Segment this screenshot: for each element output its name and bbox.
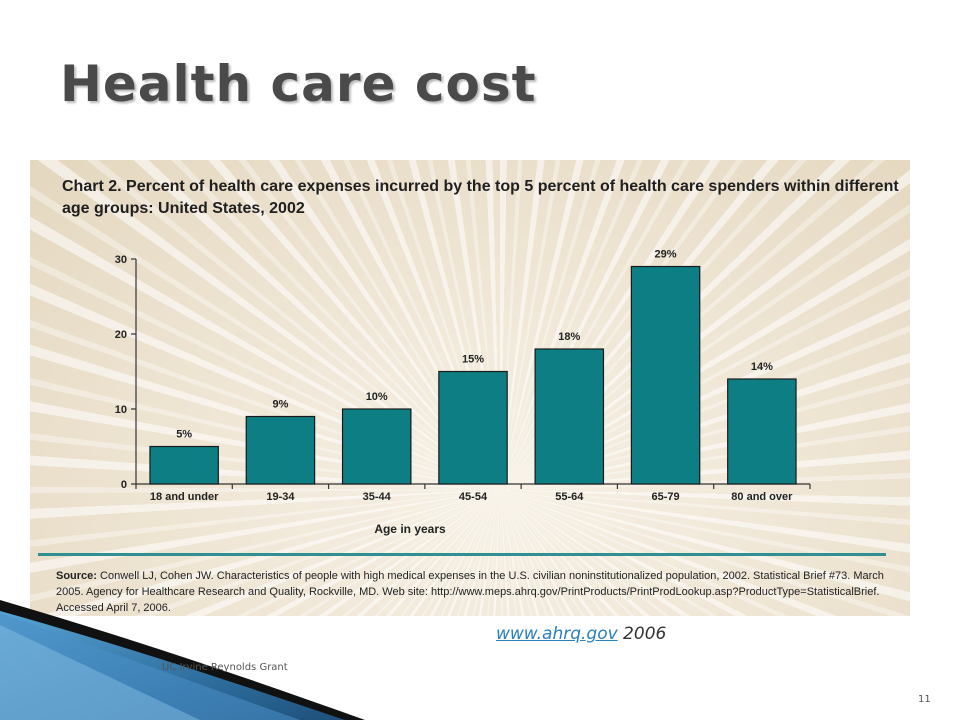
data-label: 9% [272,399,288,411]
bar [438,370,508,485]
data-label: 18% [558,331,580,343]
x-axis-label: Age in years [374,522,446,536]
source-note: Source: Conwell LJ, Cohen JW. Characteri… [56,568,886,616]
decorative-swoosh [0,600,365,720]
data-label: 10% [366,391,388,403]
y-tick-label: 30 [115,254,127,266]
x-tick-label: 19-34 [266,491,295,503]
source-label: Source: [56,570,97,582]
bar [149,445,219,485]
data-label: 29% [655,249,677,261]
page-number: 11 [918,694,931,705]
y-tick-label: 0 [121,479,127,491]
data-label: 15% [462,354,484,366]
bar [341,408,412,485]
bar-chart: 0 10 20 30 5% 18 and under 9% 19-34 10% 35-44 15% 4… [115,249,811,536]
bar [630,265,701,485]
data-label: 5% [176,429,192,441]
bar [534,348,605,485]
credit-text: UC Irvine Reynolds Grant [162,662,288,673]
bar [245,415,316,485]
x-tick-label: 45-54 [459,491,488,503]
chart-panel: Chart 2. Percent of health care expenses… [30,160,910,616]
chart-title: Chart 2. Percent of health care expenses… [62,178,899,217]
link-year: 2006 [617,624,667,644]
source-link: www.ahrq.gov 2006 [496,624,666,644]
slide-title: Health care cost [60,55,537,113]
x-tick-label: 55-64 [555,491,584,503]
x-tick-label: 65-79 [652,491,680,503]
x-tick-label: 18 and under [150,491,219,503]
ahrq-link[interactable]: www.ahrq.gov [496,624,618,644]
divider-rule [38,553,886,556]
y-tick-label: 10 [115,404,127,416]
x-tick-label: 35-44 [363,491,392,503]
bar [727,378,797,485]
source-text: Conwell LJ, Cohen JW. Characteristics of… [56,570,884,614]
x-tick-label: 80 and over [731,491,793,503]
data-label: 14% [751,361,773,373]
y-tick-label: 20 [115,329,127,341]
